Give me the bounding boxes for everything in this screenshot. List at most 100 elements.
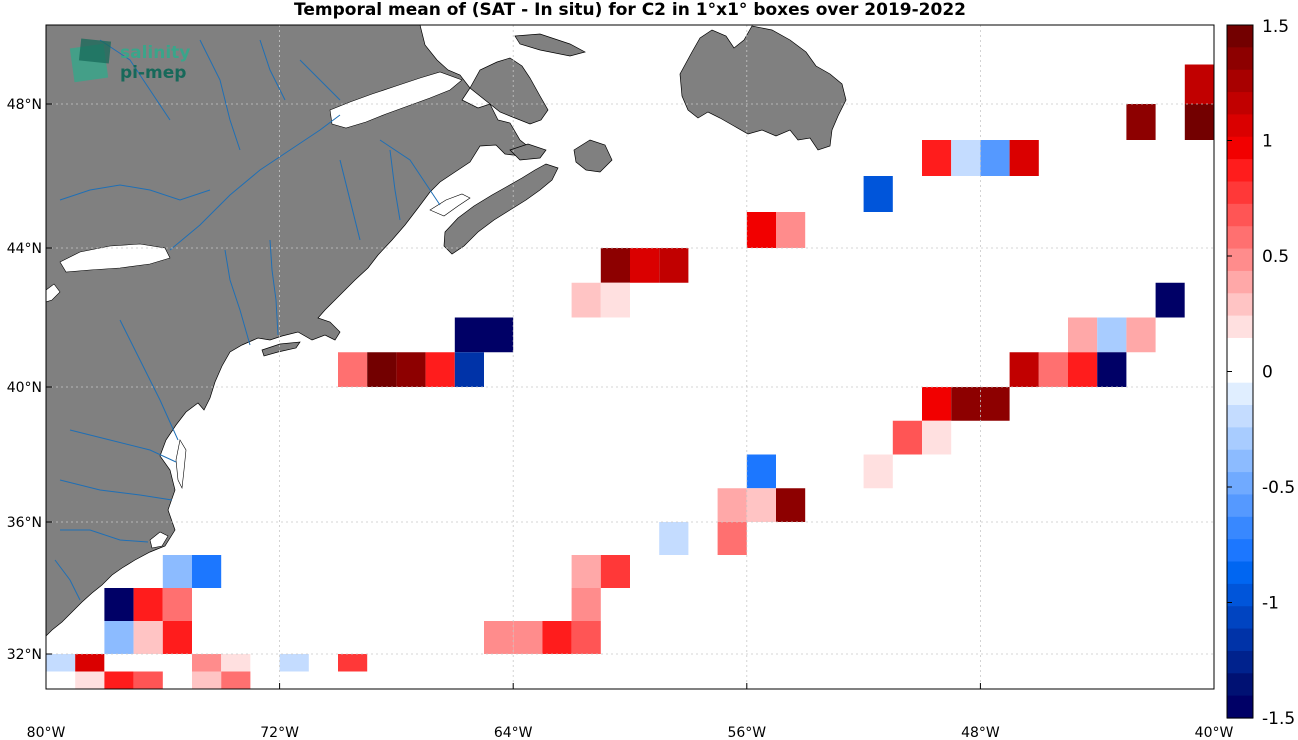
data-cell [338, 352, 368, 387]
river-james [59, 479, 173, 501]
logo-line1: salinity [120, 43, 190, 63]
data-cell [425, 352, 455, 387]
data-cell [1184, 64, 1214, 104]
colorbar-swatch [1227, 293, 1253, 317]
data-cell [133, 588, 163, 621]
map-land [46, 25, 847, 647]
colorbar-tick-label: 1.5 [1262, 17, 1289, 37]
data-cell [133, 654, 163, 672]
lake-ontario [59, 243, 171, 273]
bay-of-fundy [429, 193, 471, 217]
colorbar-swatch [1227, 628, 1253, 652]
data-cell [1184, 282, 1214, 318]
data-cell [484, 317, 514, 353]
data-cell [454, 317, 484, 353]
data-cell [221, 671, 251, 689]
colorbar-ticks: 1.5 1 0.5 0 -0.5 -1 -1.5 [1227, 17, 1295, 729]
data-cell [1009, 352, 1039, 387]
logo-line2: pi-mep [120, 63, 186, 83]
data-cell [1097, 317, 1127, 353]
data-cell [1184, 104, 1214, 140]
data-cell [746, 212, 776, 248]
colorbar-swatch [1227, 539, 1253, 563]
data-cell [484, 621, 514, 654]
land-anticosti [514, 33, 586, 57]
data-cell [659, 248, 689, 283]
river-kennebec [339, 159, 361, 241]
colorbar-tick-label: -1 [1262, 594, 1279, 614]
data-cell [659, 522, 689, 555]
colorbar-swatch [1227, 181, 1253, 205]
x-axis: 80°W 72°W 64°W 56°W 48°W 40°W [27, 683, 1233, 740]
salinity-pi-mep-logo: salinity pi-mep [69, 38, 190, 83]
river-pee-dee [54, 559, 81, 601]
colorbar-tick-label: -1.5 [1262, 709, 1295, 729]
data-cell [162, 588, 192, 621]
data-cell [104, 621, 134, 654]
data-cell [892, 420, 922, 455]
data-cell [717, 522, 747, 555]
colorbar-swatch [1227, 650, 1253, 674]
river-connecticut [269, 239, 279, 336]
river-susquehanna [119, 319, 179, 441]
data-cell [396, 352, 426, 387]
colorbar-swatch [1227, 561, 1253, 585]
data-cell [1155, 282, 1185, 318]
colorbar-swatch [1227, 382, 1253, 406]
data-cell [133, 621, 163, 654]
river-st-lawrence [169, 114, 341, 251]
data-cell [1126, 104, 1156, 140]
x-tick-label: 80°W [27, 725, 66, 740]
land-cape-breton [573, 139, 613, 173]
x-tick-label: 64°W [494, 725, 533, 740]
land-gaspe [469, 57, 549, 125]
river-hudson [224, 249, 251, 346]
data-cell [454, 352, 484, 387]
colorbar-swatch [1227, 203, 1253, 227]
data-cell [863, 176, 893, 212]
y-tick-label: 36°N [7, 515, 42, 531]
colorbar-swatch [1227, 695, 1253, 719]
colorbar-swatch [1227, 25, 1253, 48]
data-cell [630, 248, 660, 283]
rivers [54, 39, 441, 601]
data-cell [104, 588, 134, 621]
data-cell [133, 671, 163, 689]
data-cell [104, 654, 134, 672]
colorbar-swatch [1227, 337, 1253, 361]
y-tick-label: 48°N [7, 97, 42, 113]
river-north-1 [99, 39, 171, 121]
colorbar-swatch [1227, 472, 1253, 496]
data-cell [542, 621, 572, 654]
data-cell [192, 555, 222, 588]
colorbar-swatch [1227, 92, 1253, 116]
data-cell [776, 488, 806, 522]
data-cell [192, 671, 222, 689]
st-lawrence-estuary [329, 71, 463, 129]
data-cell [980, 140, 1010, 176]
river-north-2 [199, 39, 241, 151]
land-nova-scotia [443, 163, 559, 255]
map-title: Temporal mean of (SAT - In situ) for C2 … [294, 0, 966, 20]
colorbar-swatch [1227, 449, 1253, 473]
y-tick-label: 44°N [7, 241, 42, 257]
y-tick-label: 40°N [7, 380, 42, 396]
data-cell [746, 488, 776, 522]
data-cell [600, 282, 630, 318]
pamlico-sound [149, 531, 169, 549]
chesapeake-bay [175, 439, 187, 490]
data-cell [1009, 140, 1039, 176]
colorbar-swatch [1227, 360, 1253, 384]
colorbar-swatch [1227, 248, 1253, 272]
river-saint-john [379, 139, 441, 206]
colorbar-swatch [1227, 47, 1253, 71]
data-cell [192, 654, 222, 672]
x-tick-label: 48°W [961, 725, 1000, 740]
land-long-island [261, 341, 301, 357]
colorbar-tick-label: 1 [1262, 132, 1273, 152]
data-cell [717, 488, 747, 522]
logo-shape-2 [78, 38, 112, 64]
data-cell [922, 420, 952, 455]
colorbar-swatch [1227, 405, 1253, 428]
